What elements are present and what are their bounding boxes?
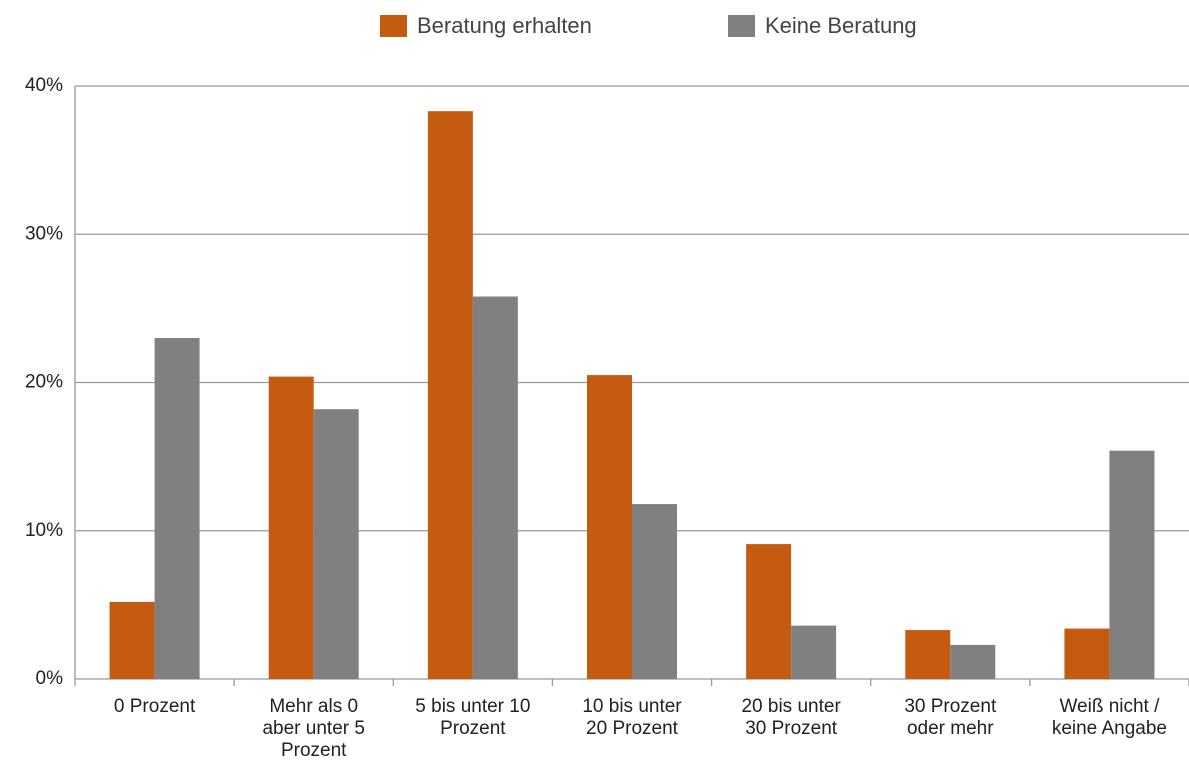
bar	[791, 625, 837, 679]
y-tick-label: 0%	[36, 668, 64, 689]
x-tick-label: 10 bis unter 20 Prozent	[582, 696, 682, 739]
bar	[472, 296, 518, 679]
bar	[268, 376, 314, 679]
legend-label: Beratung erhalten	[417, 13, 592, 38]
legend-swatch	[380, 15, 407, 37]
bar	[905, 630, 951, 679]
bar	[587, 375, 632, 679]
legend-label: Keine Beratung	[765, 13, 917, 38]
bar	[427, 111, 473, 679]
bar	[950, 644, 996, 679]
x-tick-label: 20 bis unter 30 Prozent	[741, 696, 841, 739]
bar	[1109, 450, 1155, 679]
bar	[109, 601, 155, 679]
x-tick-label: 5 bis unter 10 Prozent	[415, 696, 530, 739]
y-tick-label: 10%	[25, 520, 63, 541]
x-tick-label: 0 Prozent	[114, 696, 196, 717]
x-tick-label: Mehr als 0 aber unter 5 Prozent	[262, 696, 364, 761]
legend-swatch	[728, 15, 755, 37]
x-tick-label: 30 Prozent oder mehr	[904, 696, 997, 739]
y-tick-label: 40%	[25, 75, 63, 96]
y-tick-label: 20%	[25, 372, 63, 393]
y-tick-label: 30%	[25, 223, 63, 244]
bar	[632, 504, 677, 679]
bar	[313, 409, 359, 679]
bar	[746, 544, 792, 679]
bar	[1064, 628, 1110, 679]
x-tick-label: Weiß nicht / keine Angabe	[1052, 696, 1167, 739]
bar	[154, 338, 200, 679]
